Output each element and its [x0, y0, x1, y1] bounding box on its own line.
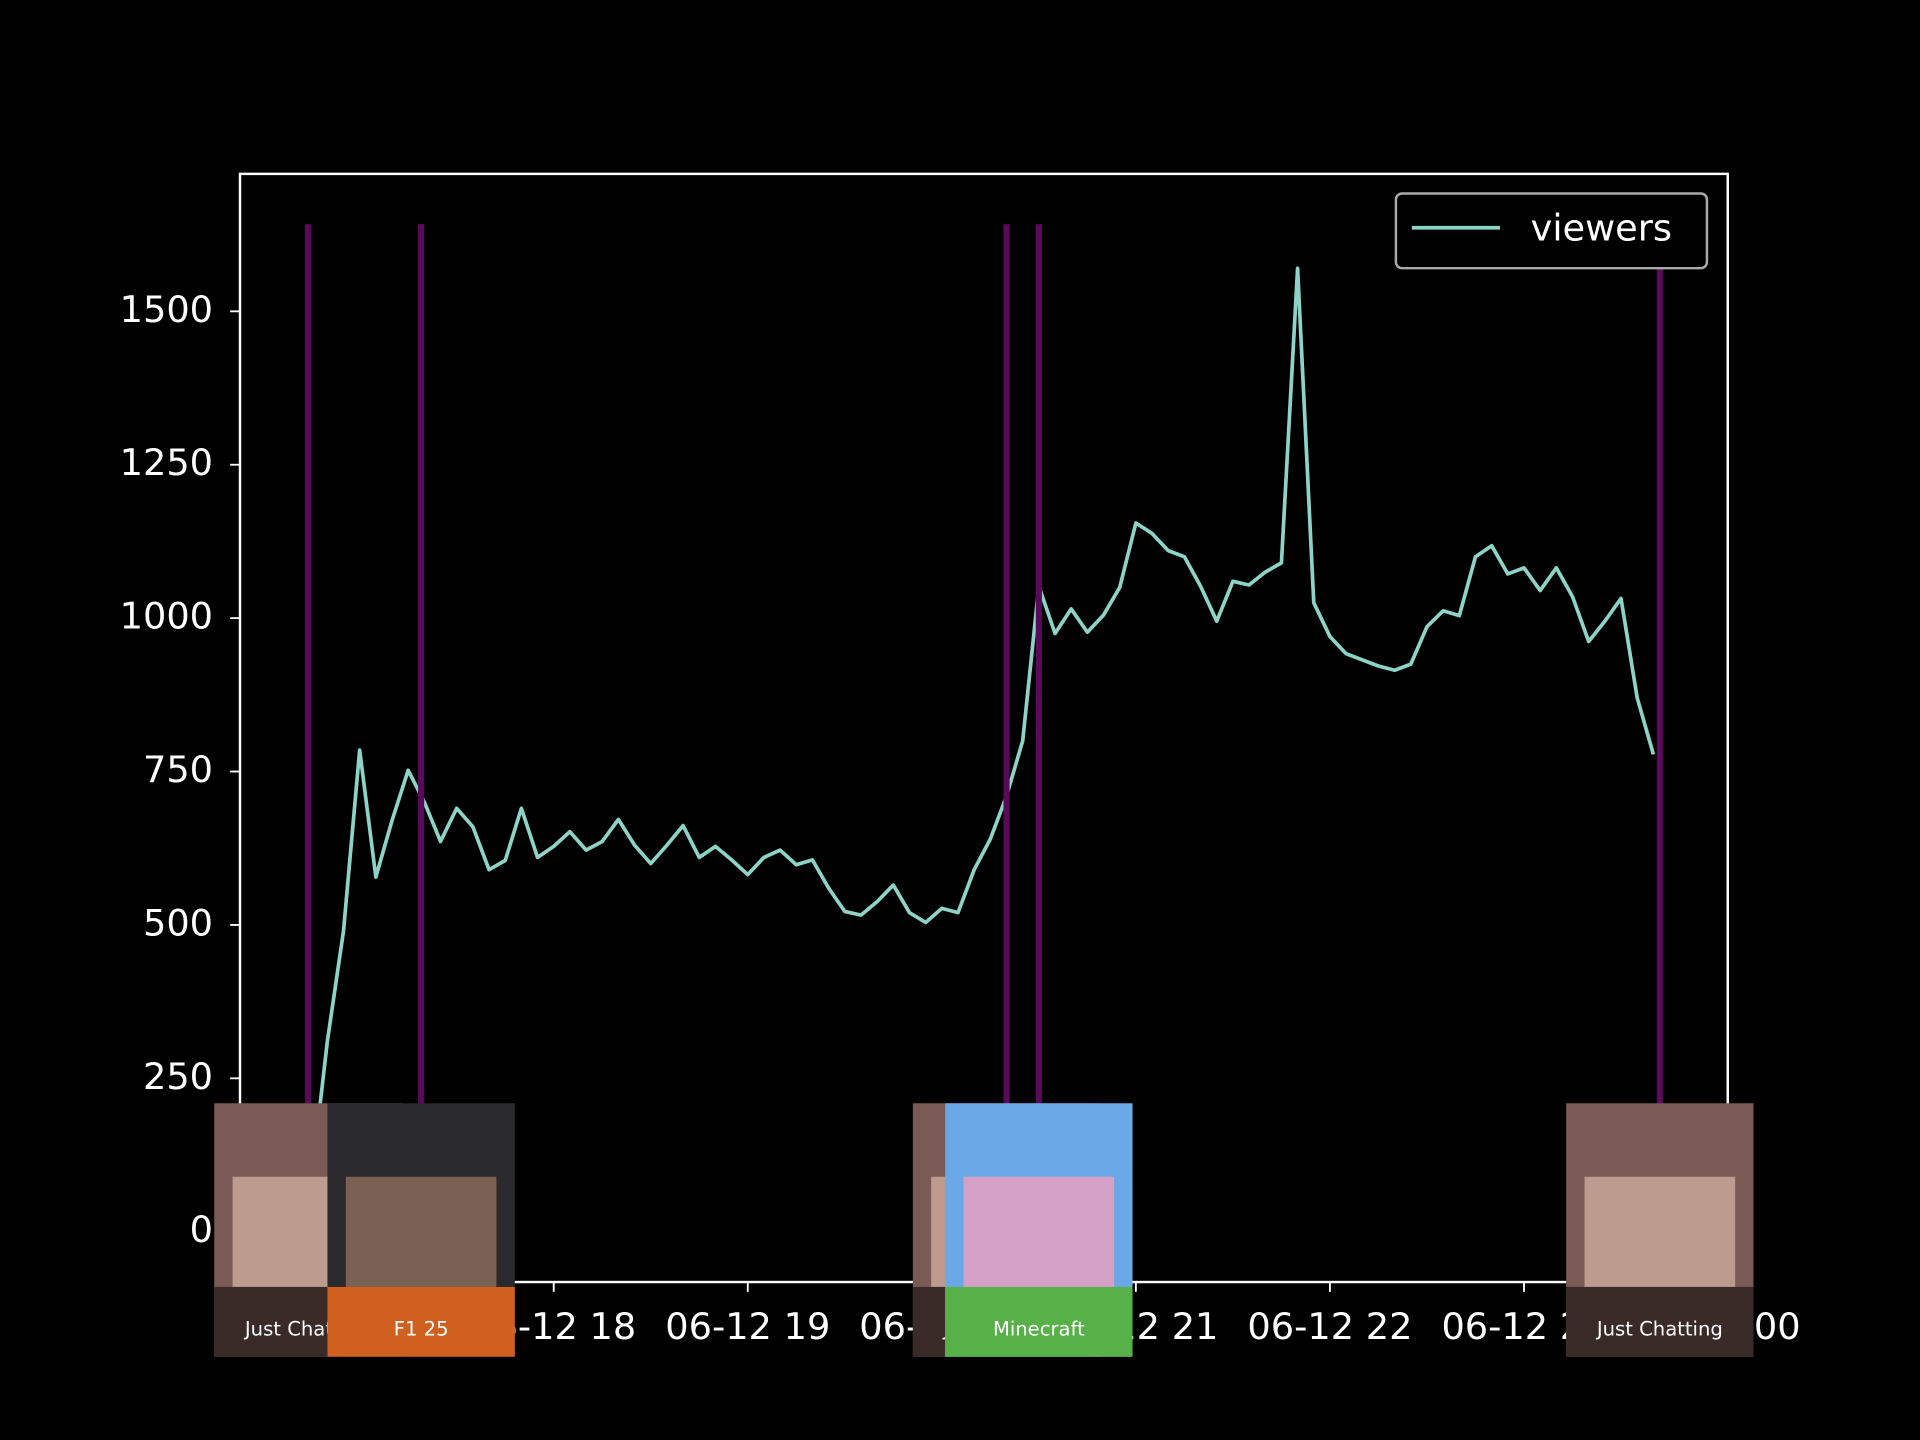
game-thumbnail: Minecraft	[945, 1103, 1133, 1357]
y-tick-label: 250	[143, 1055, 213, 1098]
x-tick-label: 06-12 22	[1247, 1305, 1412, 1348]
y-tick-label: 1000	[120, 595, 213, 638]
y-tick-label: 0	[190, 1208, 213, 1251]
legend-label: viewers	[1531, 207, 1672, 250]
thumbnail-label: Minecraft	[993, 1317, 1085, 1340]
y-tick-label: 1500	[120, 288, 213, 331]
x-tick-label: 06-12 19	[665, 1305, 830, 1348]
game-thumbnail: F1 25	[327, 1103, 515, 1357]
y-tick-label: 500	[143, 901, 213, 944]
thumbnail-label: Just Chatting	[1595, 1317, 1723, 1340]
y-tick-label: 750	[143, 748, 213, 791]
series-line	[309, 266, 1656, 1183]
legend-box	[1394, 192, 1709, 270]
y-tick-label: 1250	[120, 441, 213, 484]
thumbnail-art	[1584, 1176, 1736, 1287]
thumbnail-shade	[945, 1286, 1133, 1357]
game-thumbnail: Just Chatting	[1566, 1103, 1754, 1357]
thumbnail-art	[345, 1176, 497, 1287]
thumbnail-shade	[327, 1286, 515, 1357]
thumbnail-shade	[1566, 1286, 1754, 1357]
legend: viewers	[1394, 192, 1709, 270]
thumbnail-label: F1 25	[394, 1317, 449, 1340]
thumbnail-art	[963, 1176, 1115, 1287]
